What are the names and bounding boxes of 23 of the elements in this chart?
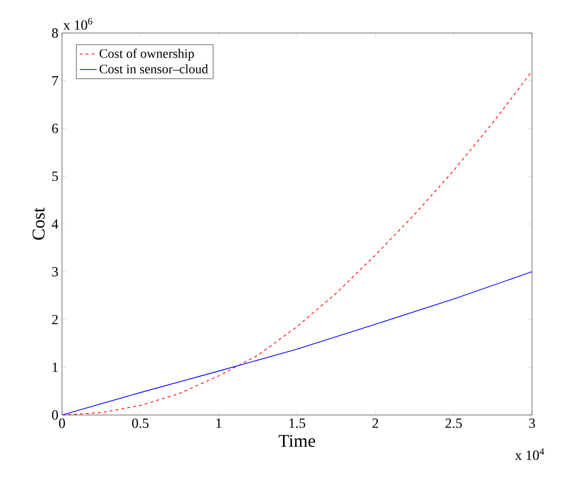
x-tick-label: 0.5 bbox=[132, 418, 149, 428]
y-tick-label: 1 bbox=[52, 362, 58, 372]
y-tick-label: 8 bbox=[52, 28, 58, 38]
x-tick-label: 2.5 bbox=[446, 418, 462, 428]
legend-label: Cost of ownership bbox=[100, 48, 194, 61]
line-series bbox=[62, 271, 532, 415]
text: x 10$^{4}$ bbox=[515, 448, 544, 460]
x-axis-title: Time bbox=[278, 434, 316, 447]
x-tick-label: 2 bbox=[372, 418, 378, 428]
x-tick-label: 3 bbox=[529, 418, 535, 428]
y-tick-label: 7 bbox=[52, 76, 58, 86]
y-tick-label: 3 bbox=[52, 267, 58, 276]
text: x 10$^{6}$ bbox=[63, 18, 92, 30]
x-tick-label: 1.5 bbox=[289, 418, 306, 428]
y-tick-label: 2 bbox=[52, 314, 58, 324]
x-tick-label: 1 bbox=[216, 418, 222, 428]
y-axis-title: Cost bbox=[32, 208, 45, 240]
x-tick-label: 0 bbox=[59, 418, 65, 428]
legend-label: Cost in sensor–cloud bbox=[100, 64, 208, 74]
y-tick-label: 6 bbox=[52, 124, 58, 134]
y-tick-label: 0 bbox=[52, 410, 58, 420]
y-tick-label: 5 bbox=[52, 172, 58, 181]
y-tick-label: 4 bbox=[52, 219, 58, 229]
